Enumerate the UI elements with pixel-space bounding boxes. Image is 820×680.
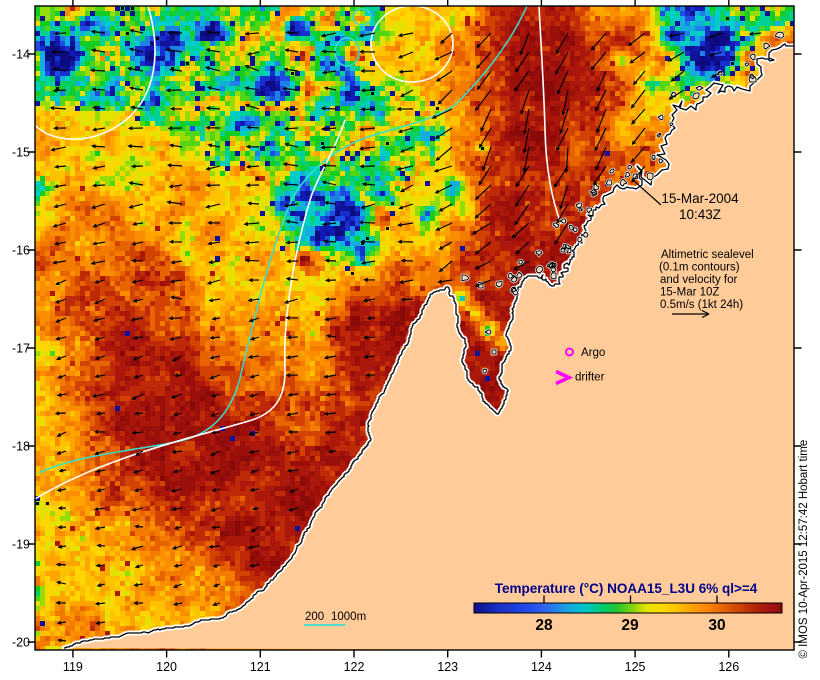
- svg-text:0.5m/s (1kt 24h): 0.5m/s (1kt 24h): [660, 299, 743, 311]
- svg-text:-20: -20: [12, 636, 30, 650]
- svg-text:125: 125: [625, 660, 646, 674]
- svg-text:121: 121: [250, 660, 271, 674]
- svg-text:29: 29: [621, 617, 639, 634]
- svg-text:© IMOS 10-Apr-2015 12:57:42 Ho: © IMOS 10-Apr-2015 12:57:42 Hobart time: [798, 440, 810, 659]
- svg-text:Temperature (°C) NOAA15_L3U 6%: Temperature (°C) NOAA15_L3U 6% ql>=4: [495, 581, 758, 596]
- svg-text:10:43Z: 10:43Z: [679, 207, 721, 222]
- svg-text:15-Mar 10Z: 15-Mar 10Z: [660, 287, 719, 299]
- svg-text:-14: -14: [12, 48, 30, 62]
- svg-text:-18: -18: [12, 440, 30, 454]
- svg-text:Argo: Argo: [581, 347, 605, 359]
- svg-text:1000m: 1000m: [331, 611, 366, 623]
- svg-text:Altimetric sealevel: Altimetric sealevel: [661, 249, 754, 261]
- svg-text:122: 122: [344, 660, 365, 674]
- svg-text:200: 200: [305, 611, 324, 623]
- svg-text:126: 126: [718, 660, 739, 674]
- svg-text:120: 120: [156, 660, 177, 674]
- svg-text:30: 30: [708, 617, 725, 634]
- svg-text:(0.1m contours): (0.1m contours): [659, 262, 740, 274]
- svg-text:drifter: drifter: [575, 372, 605, 384]
- svg-text:-19: -19: [12, 538, 30, 552]
- svg-text:28: 28: [535, 617, 553, 634]
- svg-text:-16: -16: [12, 244, 30, 258]
- svg-text:123: 123: [437, 660, 458, 674]
- svg-text:and velocity for: and velocity for: [660, 274, 738, 286]
- svg-text:124: 124: [531, 660, 552, 674]
- svg-text:-17: -17: [12, 342, 30, 356]
- svg-text:119: 119: [63, 660, 83, 674]
- svg-text:-15: -15: [12, 146, 30, 160]
- svg-text:15-Mar-2004: 15-Mar-2004: [661, 191, 739, 206]
